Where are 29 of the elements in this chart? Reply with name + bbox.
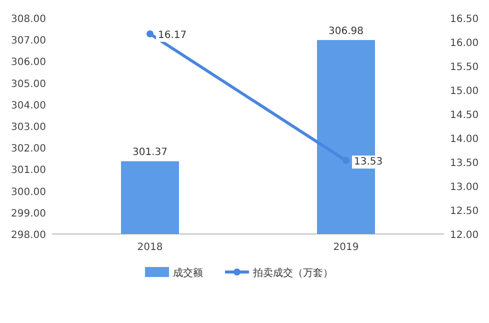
legend-label: 成交额 — [173, 267, 203, 279]
y2-tick-label: 14.50 — [450, 110, 479, 121]
y2-tick-label: 13.50 — [450, 158, 479, 169]
y2-tick-label: 16.50 — [450, 14, 479, 25]
data-label: 301.37 — [132, 147, 168, 158]
y2-tick-label: 15.00 — [450, 86, 479, 97]
y-tick-label: 301.00 — [11, 165, 46, 176]
y-tick-label: 298.00 — [11, 230, 46, 241]
y2-tick-label: 12.50 — [450, 206, 479, 217]
y2-tick-label: 14.00 — [450, 134, 479, 145]
y-tick-label: 299.00 — [11, 208, 46, 220]
y2-tick-label: 16.00 — [450, 38, 479, 49]
x-tick-label: 2019 — [333, 242, 359, 253]
data-label: 306.98 — [328, 26, 364, 38]
y-tick-label: 300.00 — [11, 186, 46, 198]
y2-tick-label: 15.50 — [450, 62, 479, 73]
legend-label: 拍卖成交（万套） — [252, 267, 333, 279]
y2-tick-label: 13.00 — [450, 182, 479, 193]
y-tick-label: 307.00 — [11, 36, 46, 47]
y-tick-label: 303.00 — [11, 122, 46, 133]
data-label: 16.17 — [158, 30, 187, 41]
y-tick-label: 305.00 — [11, 78, 46, 90]
y-tick-label: 308.00 — [11, 14, 46, 25]
y-tick-label: 304.00 — [11, 100, 46, 112]
y-tick-label: 306.00 — [11, 57, 46, 68]
y2-tick-label: 12.00 — [450, 230, 479, 241]
x-tick-label: 2018 — [137, 242, 163, 253]
data-label: 13.53 — [354, 156, 383, 168]
y-tick-label: 302.00 — [11, 144, 46, 155]
